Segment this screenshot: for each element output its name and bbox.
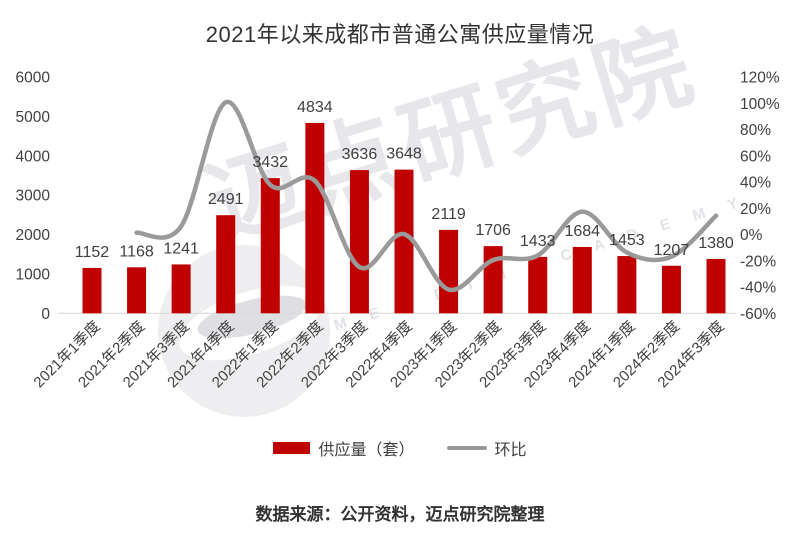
bar-supply	[661, 265, 681, 314]
bar-supply	[305, 122, 325, 314]
source-note: 数据来源：公开资料，迈点研究院整理	[255, 505, 545, 524]
bar-value-label: 1241	[163, 240, 199, 257]
legend-item-mom: 环比	[446, 436, 527, 460]
legend-item-supply: 供应量（套）	[273, 436, 415, 460]
bar-supply	[572, 246, 592, 314]
bar-supply	[260, 178, 280, 314]
bar-value-label: 3432	[252, 154, 288, 171]
left-axis-tick-label: 2000	[16, 227, 51, 244]
bar-supply	[706, 258, 726, 314]
bar-value-label: 2491	[208, 191, 244, 208]
right-axis-tick-label: -40%	[740, 280, 776, 297]
right-axis-tick-label: -60%	[740, 306, 776, 323]
right-axis-tick-label: 80%	[740, 122, 771, 139]
right-axis-tick-label: 100%	[740, 96, 780, 113]
bar-value-label: 1207	[654, 242, 690, 259]
bar-supply	[617, 256, 637, 314]
bar-supply	[483, 246, 503, 314]
bar-value-label: 1433	[520, 233, 556, 250]
bar-supply	[216, 215, 236, 314]
bar-supply	[171, 264, 191, 314]
right-axis-tick-label: 20%	[740, 201, 771, 218]
left-axis-tick-label: 5000	[16, 109, 51, 126]
bar-value-label: 1380	[698, 235, 734, 252]
bar-supply	[82, 267, 102, 314]
left-axis-tick-label: 4000	[16, 148, 51, 165]
chart-title: 2021年以来成都市普通公寓供应量情况	[205, 22, 595, 47]
right-axis-tick-label: 40%	[740, 175, 771, 192]
bar-value-label: 1168	[119, 243, 154, 260]
bar-supply	[528, 256, 548, 314]
left-axis-tick-label: 3000	[16, 188, 51, 205]
bar-value-label: 1152	[75, 244, 110, 261]
left-axis-tick-label: 1000	[16, 266, 51, 283]
legend-supply-label: 供应量（套）	[318, 442, 415, 459]
legend-mom-label: 环比	[494, 442, 527, 459]
right-axis-tick-label: 60%	[740, 148, 771, 165]
bar-value-label: 3648	[386, 146, 422, 163]
bar-supply	[127, 267, 147, 314]
bar-value-label: 1453	[609, 232, 645, 249]
chart-legend: 供应量（套） 环比	[0, 436, 800, 460]
bar-value-label: 3636	[342, 146, 378, 163]
right-axis-tick-label: 120%	[740, 70, 780, 87]
bar-supply	[394, 169, 414, 314]
left-axis-tick-label: 6000	[16, 70, 51, 87]
legend-line-swatch-icon	[446, 446, 487, 450]
bar-supply	[439, 229, 459, 314]
trend-line-mom	[134, 100, 719, 292]
right-axis-tick-label: 0%	[740, 227, 763, 244]
bar-value-label: 1684	[564, 223, 600, 240]
right-axis-tick-label: -20%	[740, 253, 776, 270]
legend-bar-swatch-icon	[273, 442, 311, 454]
bar-value-label: 1706	[475, 222, 511, 239]
left-axis-tick-label: 0	[41, 306, 50, 323]
bar-value-label: 4834	[297, 99, 333, 116]
bar-value-label: 2119	[431, 206, 466, 223]
bar-supply	[349, 170, 369, 314]
